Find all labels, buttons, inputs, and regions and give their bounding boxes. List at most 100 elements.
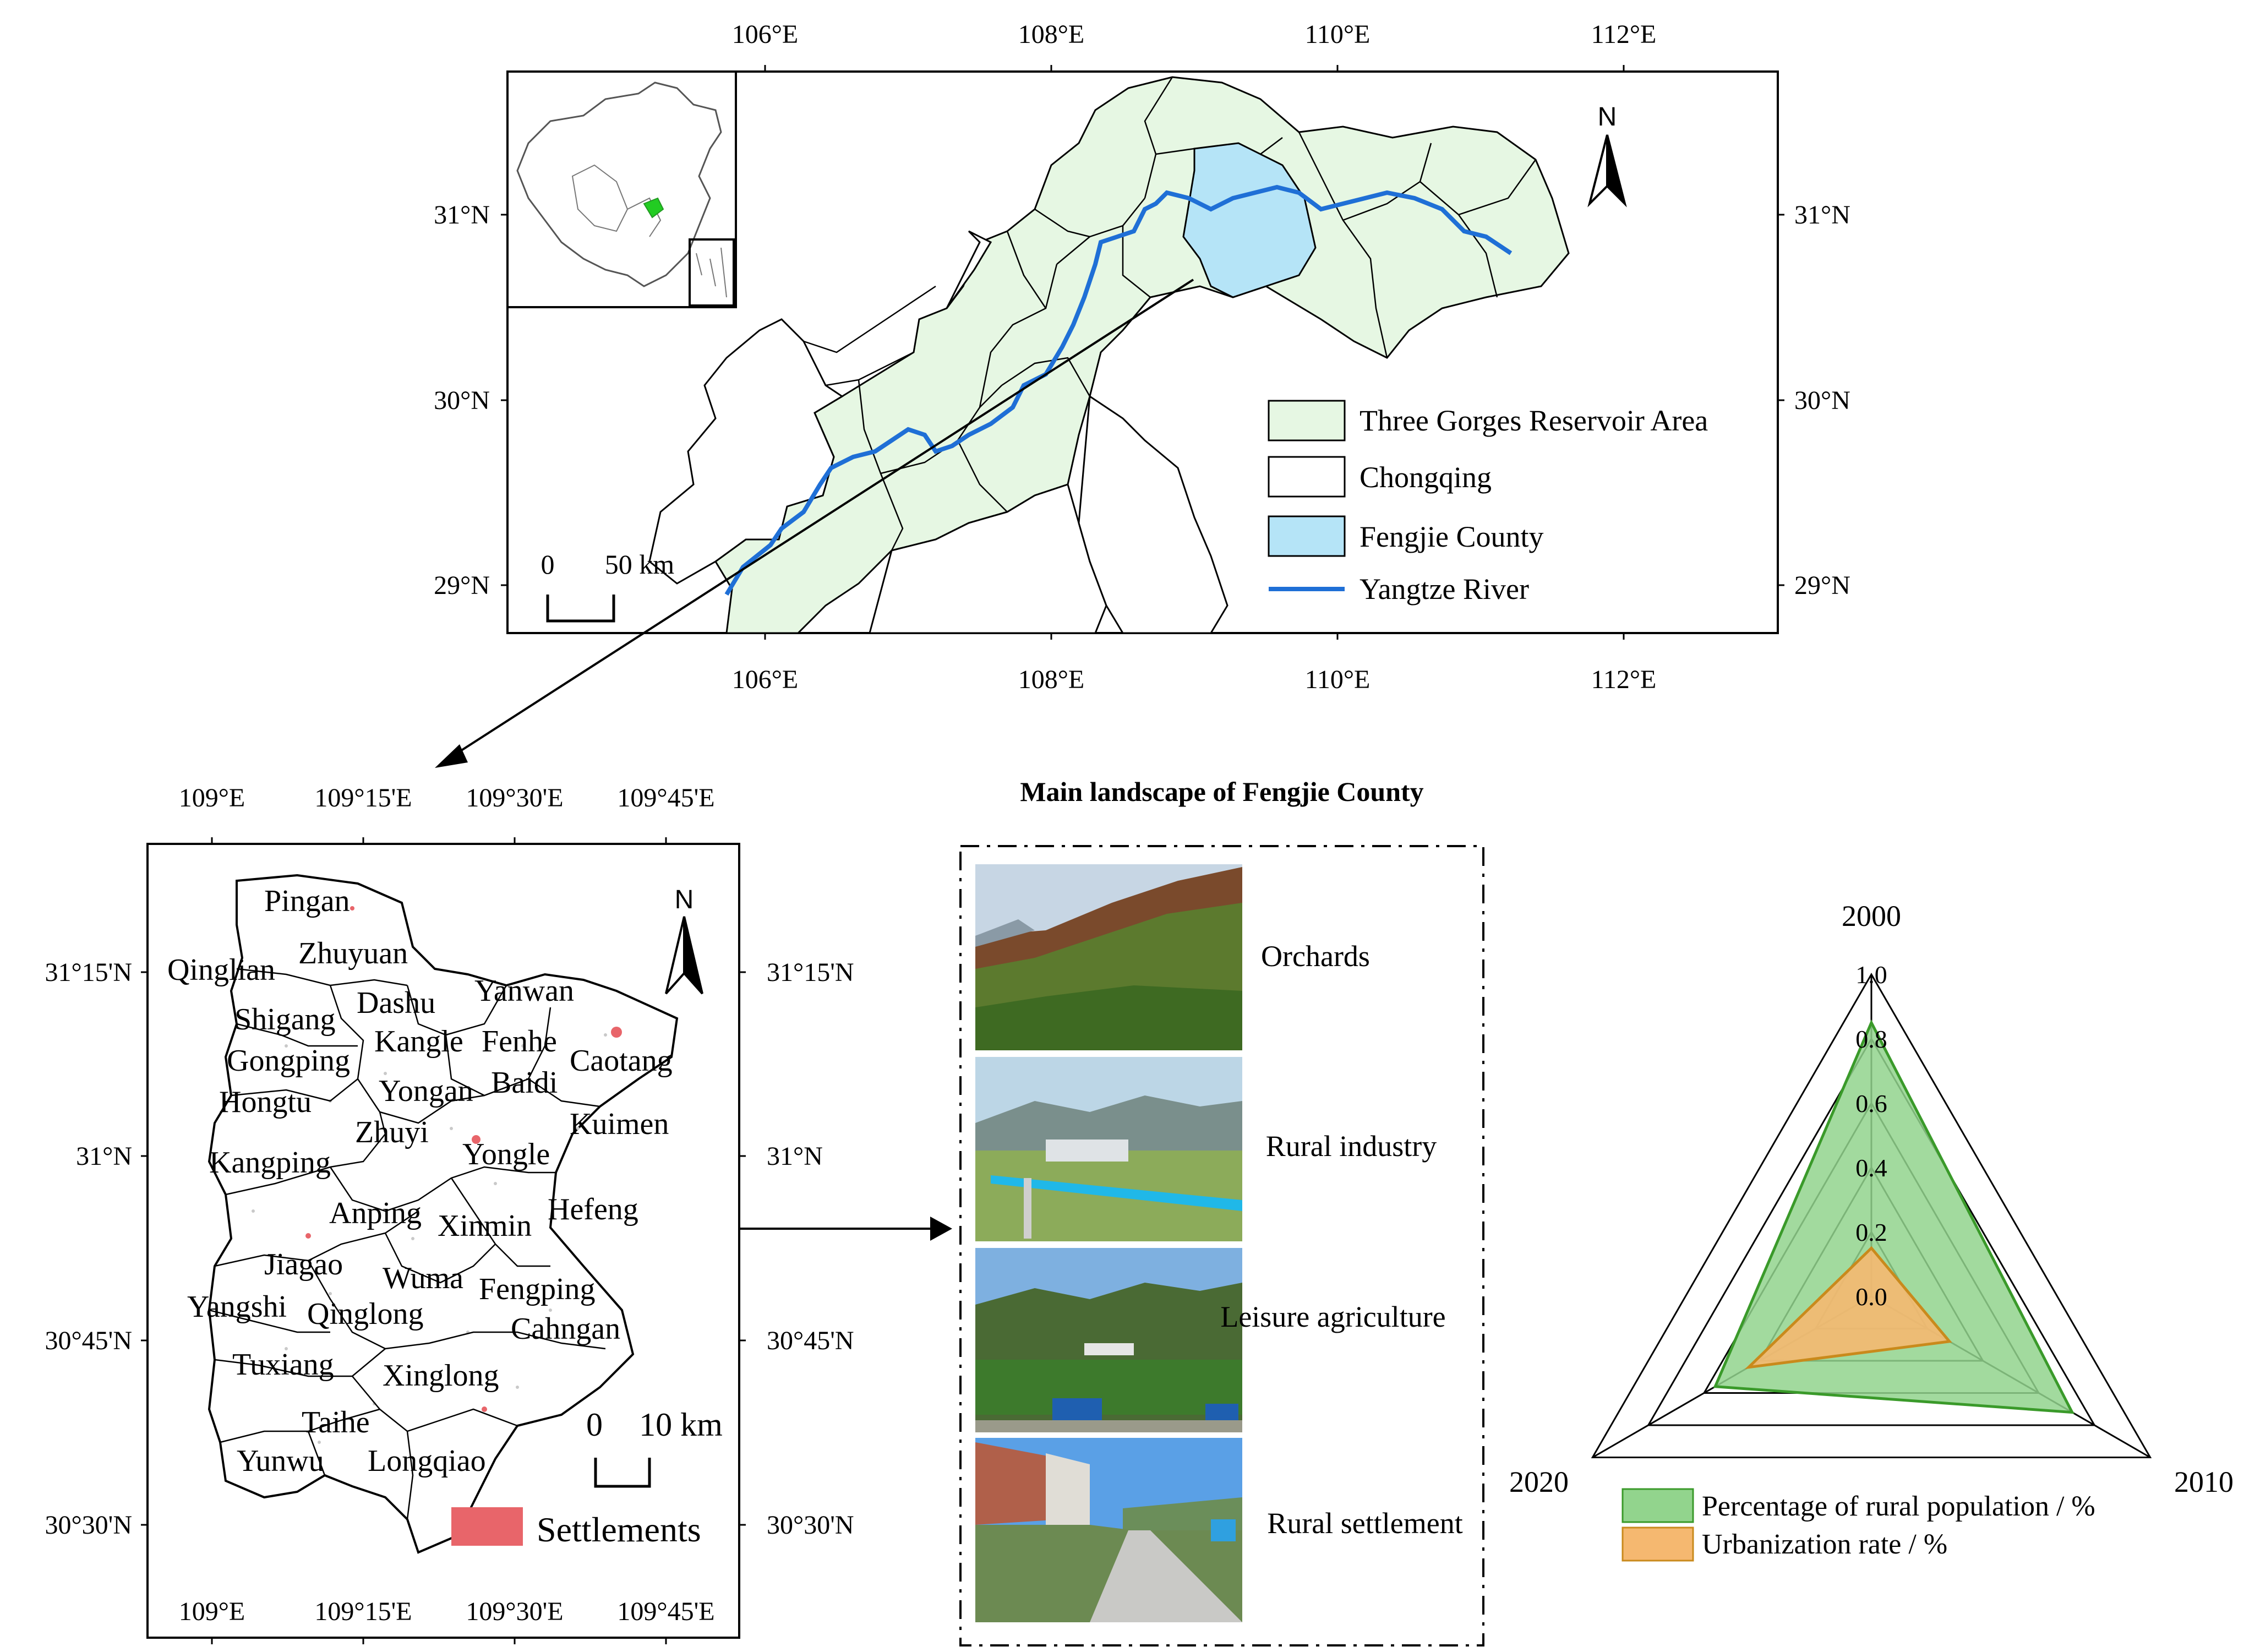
town-labels: Pingan Zhuyuan Qinglian Dashu Yanwan Shi… bbox=[167, 884, 673, 1478]
fengjie-ytick-left-2: 30°45'N bbox=[45, 1326, 132, 1355]
town-label: Pingan bbox=[264, 884, 350, 918]
town-label: Taihe bbox=[302, 1405, 370, 1440]
town-label: Jiagao bbox=[264, 1247, 343, 1282]
zoom-arrow bbox=[435, 279, 1194, 768]
overview-xtick-bottom-0: 106°E bbox=[732, 665, 799, 694]
town-label: Cahngan bbox=[511, 1312, 620, 1346]
town-label: Kuimen bbox=[570, 1107, 669, 1141]
town-label: Anping bbox=[329, 1196, 422, 1230]
town-label: Kangping bbox=[209, 1146, 331, 1180]
svg-text:N: N bbox=[675, 885, 694, 914]
radar-axis-label-2000: 2000 bbox=[1842, 899, 1901, 933]
fengjie-ytick-left-3: 30°30'N bbox=[45, 1511, 132, 1540]
fengjie-county-area bbox=[1182, 142, 1317, 298]
legend-label-fengjie: Fengjie County bbox=[1359, 520, 1544, 553]
town-label: Zhuyi bbox=[355, 1115, 429, 1149]
svg-text:50 km: 50 km bbox=[605, 549, 675, 580]
town-label: Baidi bbox=[491, 1066, 558, 1100]
town-label: Caotang bbox=[570, 1044, 673, 1078]
legend-swatch-reservoir bbox=[1268, 400, 1346, 441]
overview-xtick-top-3: 112°E bbox=[1591, 20, 1657, 49]
radar-scale-tick: 0.2 bbox=[1855, 1218, 1887, 1246]
radar-grid-ring bbox=[1647, 1037, 2096, 1426]
radar-series-urbanization-rate bbox=[1744, 1246, 1952, 1370]
fengjie-xtick-bottom-0: 109°E bbox=[179, 1597, 245, 1626]
radar-ticks: 1.0 0.8 0.6 0.4 0.2 0.0 bbox=[1855, 961, 1887, 1311]
overview-ytick-right-0: 31°N bbox=[1794, 200, 1850, 230]
fengjie-ytick-right-1: 31°N bbox=[767, 1142, 823, 1171]
landscape-title: Main landscape of Fengjie County bbox=[1020, 776, 1423, 807]
town-label: Yongan bbox=[379, 1074, 473, 1108]
radar-legend-label-rural: Percentage of rural population / % bbox=[1702, 1491, 2095, 1522]
radar-legend-swatch-rural bbox=[1621, 1488, 1694, 1523]
overview-ytick-right-1: 30°N bbox=[1794, 386, 1850, 415]
town-label: Tuxiang bbox=[232, 1348, 334, 1382]
yangtze-river bbox=[724, 184, 1513, 596]
legend-swatch-chongqing bbox=[1268, 456, 1346, 498]
south-sea-inset-box bbox=[689, 238, 735, 307]
town-label: Dashu bbox=[357, 986, 435, 1020]
fengjie-north-arrow: N bbox=[665, 885, 703, 995]
town-label: Hefeng bbox=[548, 1192, 638, 1226]
fengjie-xtick-bottom-3: 109°45'E bbox=[617, 1597, 714, 1626]
legend-label-reservoir: Three Gorges Reservoir Area bbox=[1359, 404, 1708, 437]
overview-scale-bar: 0 50 km bbox=[541, 549, 675, 623]
svg-text:N: N bbox=[1598, 102, 1617, 132]
photo-rural-settlement bbox=[975, 1438, 1242, 1622]
radar-scale-tick: 1.0 bbox=[1855, 961, 1887, 989]
town-label: Xinmin bbox=[438, 1209, 532, 1243]
town-label: Gongping bbox=[227, 1044, 350, 1078]
radar-scale-tick: 0.6 bbox=[1855, 1089, 1887, 1117]
town-label: Yunwu bbox=[237, 1444, 324, 1478]
radar-grid-ring bbox=[1591, 972, 2152, 1458]
town-label: Fenhe bbox=[482, 1024, 557, 1059]
radar-scale-tick: 0.0 bbox=[1855, 1283, 1887, 1311]
svg-text:10 km: 10 km bbox=[639, 1406, 723, 1443]
town-label: Fengping bbox=[479, 1272, 596, 1306]
chongqing-districts bbox=[648, 230, 1229, 634]
svg-text:0: 0 bbox=[586, 1406, 603, 1443]
radar-axis-label-2010: 2010 bbox=[2174, 1465, 2234, 1498]
town-label: Qinglian bbox=[167, 953, 275, 987]
town-label: Zhuyuan bbox=[298, 936, 408, 971]
overview-ytick-left-2: 29°N bbox=[434, 571, 490, 600]
overview-north-arrow: N bbox=[1587, 102, 1627, 208]
radar-scale-tick: 0.4 bbox=[1855, 1154, 1887, 1182]
overview-legend: Three Gorges Reservoir Area Chongqing Fe… bbox=[1268, 400, 1708, 606]
overview-map: 106°E 108°E 110°E 112°E 106°E 108°E 110°… bbox=[434, 20, 1850, 694]
overview-ytick-left-1: 30°N bbox=[434, 386, 490, 415]
settlements-patches bbox=[305, 906, 622, 1412]
radar-legend-label-urban: Urbanization rate / % bbox=[1702, 1529, 1947, 1560]
photo-leisure-agriculture bbox=[975, 1248, 1242, 1432]
landscape-label-rural-industry: Rural industry bbox=[1266, 1130, 1437, 1163]
overview-xtick-top-1: 108°E bbox=[1018, 20, 1085, 49]
photo-rural-industry bbox=[975, 1057, 1242, 1241]
fengjie-xtick-bottom-1: 109°15'E bbox=[314, 1597, 412, 1626]
town-label: Kangle bbox=[374, 1024, 463, 1059]
fengjie-ytick-right-3: 30°30'N bbox=[767, 1511, 854, 1540]
town-label: Yongle bbox=[462, 1137, 550, 1171]
fengjie-outline bbox=[208, 874, 679, 1554]
town-label: Hongtu bbox=[219, 1085, 312, 1119]
fengjie-xtick-bottom-2: 109°30'E bbox=[466, 1597, 563, 1626]
fengjie-scale-bar: 0 10 km bbox=[586, 1406, 723, 1488]
overview-ytick-right-2: 29°N bbox=[1794, 571, 1850, 600]
town-label: Qinglong bbox=[307, 1297, 424, 1331]
fengjie-xtick-top-0: 109°E bbox=[179, 783, 245, 813]
town-label: Wuma bbox=[383, 1261, 463, 1295]
radar-scale-tick: 0.8 bbox=[1855, 1025, 1887, 1053]
radar-axis-label-2020: 2020 bbox=[1509, 1465, 1569, 1498]
radar-legend: Percentage of rural population / % Urban… bbox=[1621, 1488, 2095, 1562]
town-label: Shigang bbox=[234, 1002, 336, 1037]
fengjie-xtick-top-2: 109°30'E bbox=[466, 783, 563, 813]
town-label: Longqiao bbox=[368, 1444, 486, 1478]
fengjie-xtick-top-3: 109°45'E bbox=[617, 783, 714, 813]
overview-xtick-top-2: 110°E bbox=[1305, 20, 1371, 49]
legend-label-settlements: Settlements bbox=[537, 1510, 701, 1549]
town-label: Xinglong bbox=[383, 1359, 499, 1393]
legend-label-chongqing: Chongqing bbox=[1359, 461, 1492, 494]
svg-text:0: 0 bbox=[541, 549, 555, 580]
radar-series bbox=[1713, 1019, 2075, 1414]
landscape-arrow bbox=[739, 1217, 952, 1241]
